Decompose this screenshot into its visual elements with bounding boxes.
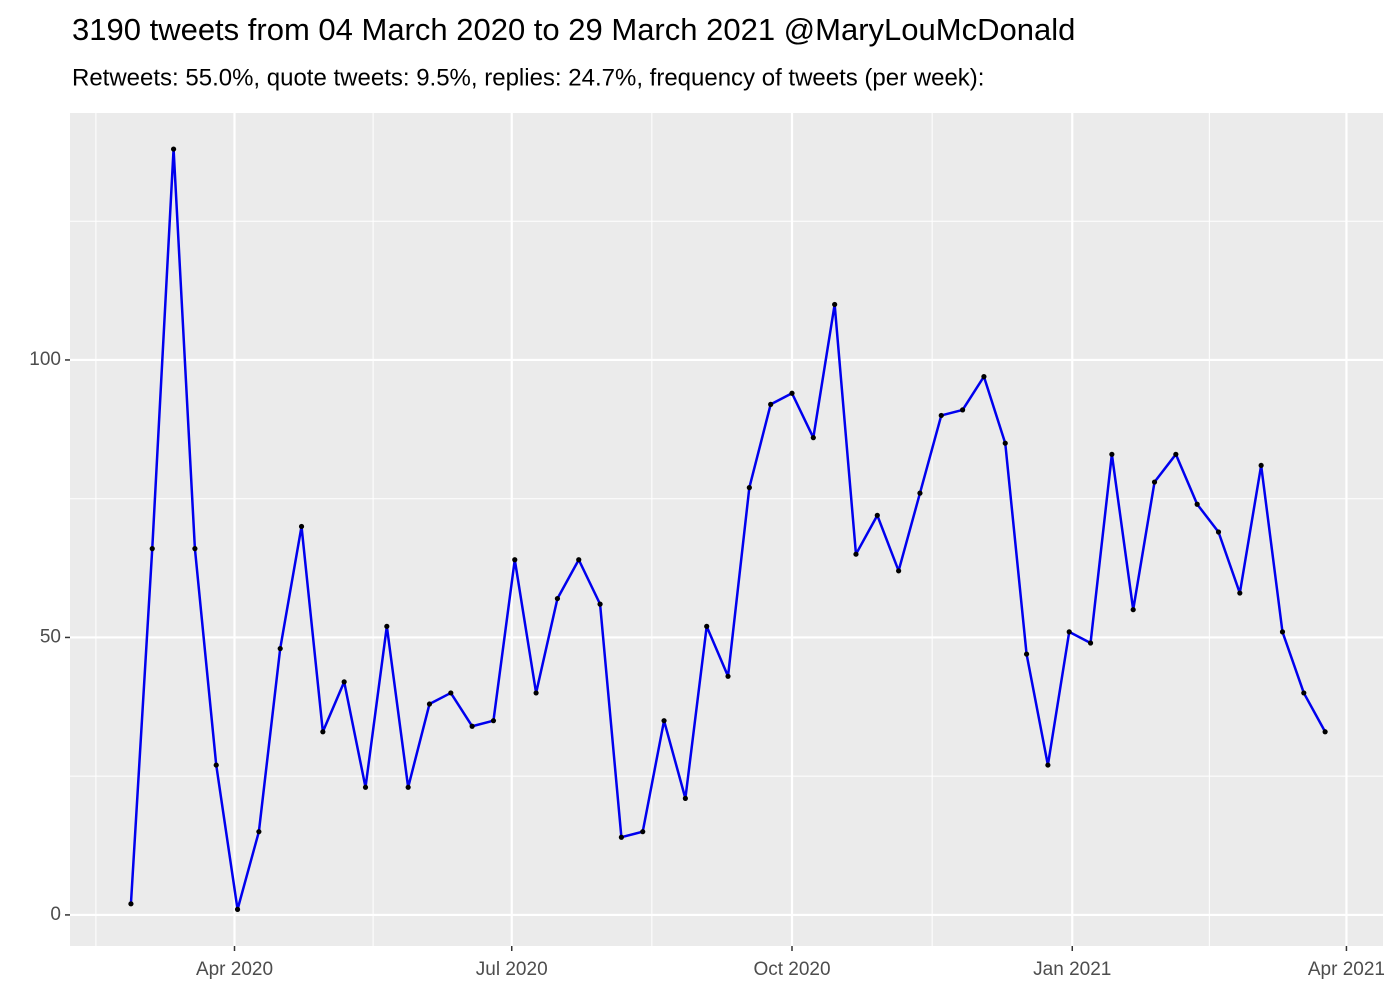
- point: [490, 718, 497, 724]
- point: [810, 435, 816, 441]
- point: [277, 645, 283, 652]
- point: [320, 729, 326, 735]
- y-tick-label: 50: [40, 626, 61, 647]
- point: [768, 401, 774, 407]
- point: [213, 762, 219, 768]
- point: [704, 623, 710, 629]
- x-tick-label: Apr 2021: [1308, 959, 1385, 980]
- point: [1258, 462, 1264, 469]
- point: [576, 557, 582, 563]
- x-tick-label: Oct 2020: [753, 959, 830, 980]
- point: [512, 557, 518, 563]
- point: [1301, 690, 1307, 696]
- point: [554, 595, 561, 602]
- point: [917, 490, 923, 496]
- point: [384, 623, 390, 629]
- point: [981, 374, 987, 380]
- point: [362, 784, 369, 790]
- point: [533, 690, 539, 696]
- point: [405, 784, 411, 790]
- point: [597, 601, 603, 607]
- x-tick-label: Jul 2020: [476, 959, 548, 980]
- point: [1279, 629, 1286, 635]
- point: [128, 901, 134, 907]
- panel: [70, 113, 1383, 946]
- point: [725, 673, 731, 679]
- point: [1066, 629, 1072, 635]
- point: [896, 568, 902, 574]
- point: [448, 690, 454, 696]
- point: [1237, 590, 1243, 596]
- point: [618, 834, 624, 840]
- marks: [128, 146, 1328, 912]
- x-tick-label: Apr 2020: [196, 959, 273, 980]
- point: [426, 701, 433, 707]
- chart-subtitle: Retweets: 55.0%, quote tweets: 9.5%, rep…: [72, 64, 984, 91]
- point: [874, 512, 880, 518]
- point: [746, 485, 752, 491]
- point: [341, 679, 347, 685]
- grid: [70, 113, 1383, 946]
- point: [1087, 640, 1094, 646]
- point: [469, 723, 475, 729]
- point: [1109, 451, 1115, 457]
- point: [959, 407, 966, 413]
- point: [1130, 607, 1136, 613]
- point: [170, 146, 177, 152]
- point: [832, 301, 838, 308]
- point: [1023, 651, 1030, 657]
- point: [234, 906, 241, 912]
- point: [256, 829, 262, 835]
- point: [1173, 451, 1179, 457]
- point: [661, 718, 667, 724]
- chart-title: 3190 tweets from 04 March 2020 to 29 Mar…: [72, 12, 1075, 47]
- point: [1322, 729, 1328, 735]
- point: [149, 546, 155, 552]
- point: [1151, 479, 1158, 485]
- point: [1002, 440, 1008, 446]
- point: [853, 551, 859, 557]
- point: [298, 523, 305, 530]
- point: [1045, 762, 1051, 768]
- x-tick-label: Jan 2021: [1033, 959, 1111, 980]
- point: [1194, 501, 1200, 507]
- y-tick-label: 0: [50, 904, 61, 925]
- point: [192, 546, 198, 552]
- point: [789, 390, 795, 396]
- y-tick-label: 100: [29, 349, 61, 370]
- point: [1215, 529, 1222, 535]
- point: [640, 829, 646, 835]
- point: [682, 795, 688, 801]
- point: [938, 412, 944, 419]
